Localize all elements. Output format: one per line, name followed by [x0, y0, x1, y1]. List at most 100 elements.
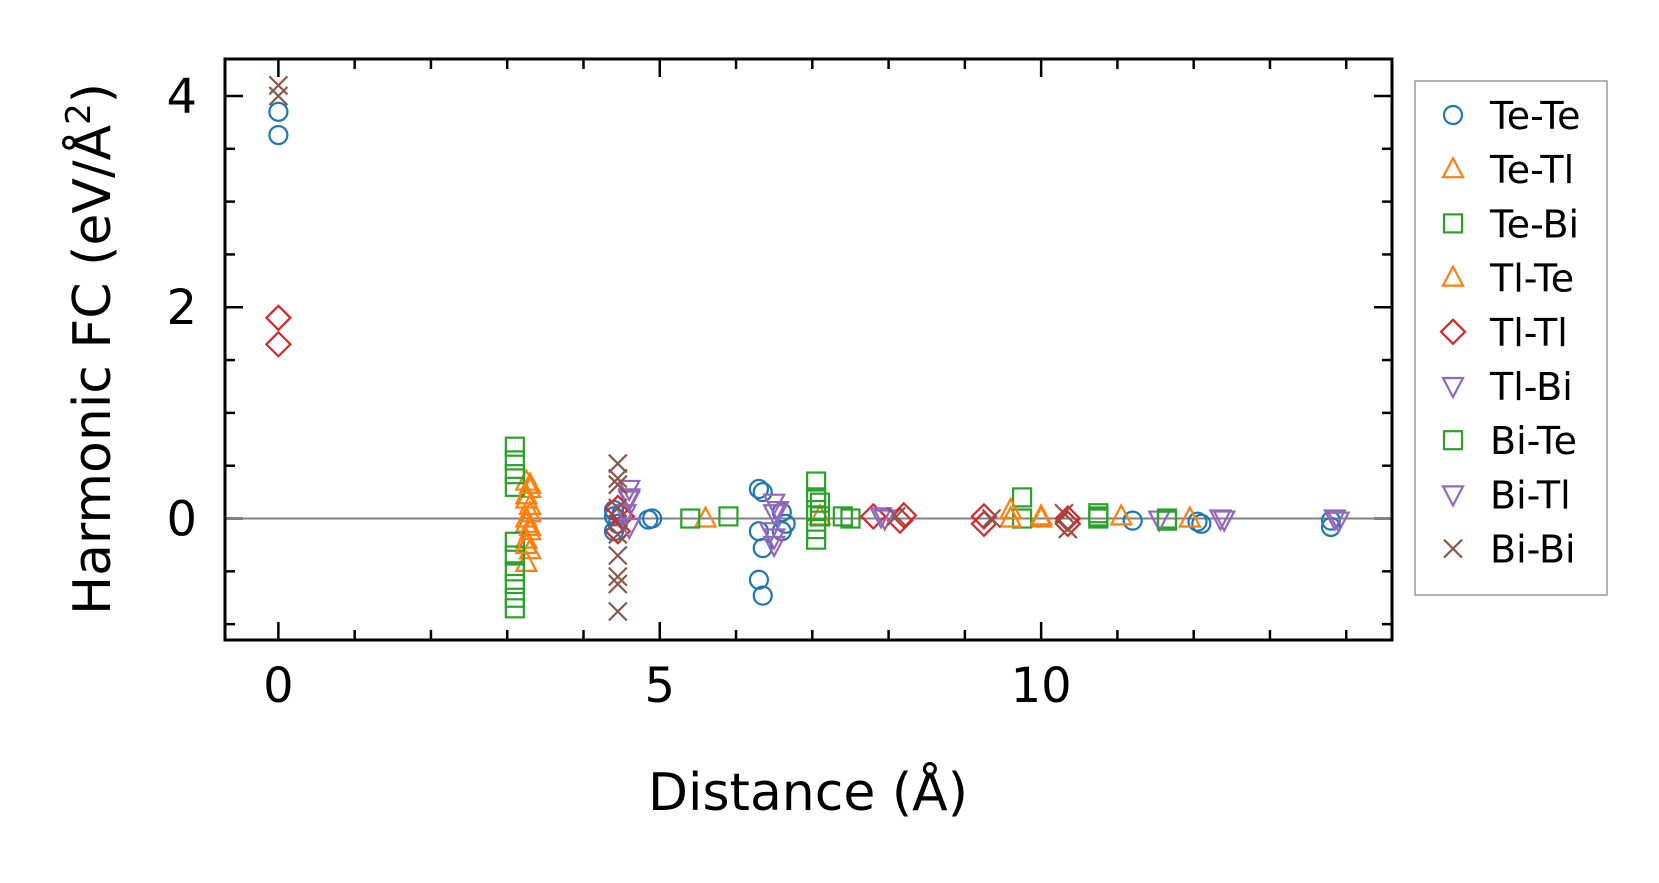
- data-point-te-te: [268, 101, 289, 122]
- legend-marker-bi-te: [1442, 430, 1464, 451]
- data-point-te-tl: [1109, 503, 1134, 526]
- data-point-bi-bi: [608, 601, 628, 622]
- plot-frame: [223, 57, 1394, 642]
- data-point-bi-bi: [608, 566, 628, 587]
- data-point-tl-bi: [613, 504, 638, 527]
- y-tick-label: 4: [166, 69, 197, 125]
- data-point-te-te: [752, 482, 773, 503]
- legend-label-tl-te: Tl-Te: [1489, 257, 1574, 301]
- data-point-bi-te: [840, 508, 861, 529]
- data-point-te-bi: [1011, 487, 1033, 508]
- data-point-tl-tl: [890, 501, 918, 529]
- data-point-tl-tl: [970, 502, 998, 530]
- data-point-bi-tl: [617, 488, 642, 511]
- data-point-bi-te: [809, 492, 831, 513]
- data-point-bi-bi: [1054, 503, 1074, 524]
- legend-marker-bi-bi: [1443, 538, 1463, 559]
- data-point-te-te: [1187, 511, 1208, 532]
- y-tick-labels: 0 2 4: [166, 69, 197, 548]
- legend-label-te-te: Te-Te: [1489, 94, 1581, 138]
- data-point-te-tl: [1178, 505, 1202, 528]
- series-tl-te: [514, 471, 1053, 555]
- y-axis-label: Harmonic FC (eV/Å2): [59, 83, 123, 615]
- y-axis-label-main: Harmonic FC (eV/Å: [61, 124, 123, 615]
- legend-marker-te-bi: [1442, 213, 1464, 234]
- data-point-bi-bi: [608, 468, 628, 489]
- y-axis-label-superscript: 2: [59, 103, 99, 125]
- data-point-te-bi: [504, 587, 525, 608]
- legend-label-tl-tl: Tl-Tl: [1489, 311, 1568, 355]
- data-point-bi-bi: [608, 524, 628, 545]
- data-point-tl-bi: [762, 504, 786, 527]
- data-point-te-bi: [718, 506, 739, 527]
- data-point-te-bi: [504, 464, 525, 485]
- data-point-te-bi: [806, 518, 827, 540]
- legend: Te-Te Te-Tl Te-Bi Tl-Te Tl-Tl Tl-Bi Bi-Te Bi-Tl…: [1414, 80, 1608, 596]
- data-point-tl-te: [1029, 503, 1053, 526]
- data-point-tl-tl: [970, 510, 998, 538]
- data-point-bi-te: [809, 506, 831, 527]
- data-point-bi-bi: [608, 498, 628, 518]
- data-point-tl-te: [514, 531, 539, 555]
- data-point-te-bi: [504, 598, 525, 619]
- legend-label-te-tl: Te-Tl: [1489, 148, 1574, 192]
- data-point-tl-te: [998, 496, 1023, 520]
- legend-label-bi-te: Bi-Te: [1490, 419, 1577, 463]
- data-point-bi-bi: [981, 508, 1002, 529]
- data-point-te-bi: [504, 531, 525, 552]
- data-point-bi-tl: [766, 500, 790, 524]
- data-point-te-bi: [504, 545, 525, 566]
- y-axis-label-end: ): [63, 83, 123, 103]
- legend-label-tl-bi: Tl-Bi: [1489, 365, 1573, 409]
- data-markers: [264, 75, 1351, 622]
- data-point-bi-tl: [869, 507, 893, 530]
- data-point-bi-bi: [268, 75, 289, 96]
- data-point-tl-bi: [1326, 511, 1351, 534]
- data-point-te-bi: [504, 561, 525, 582]
- data-point-tl-bi: [1322, 509, 1347, 532]
- data-point-te-te: [1191, 513, 1212, 534]
- legend-label-bi-bi: Bi-Bi: [1490, 528, 1576, 572]
- data-point-bi-te: [1156, 510, 1178, 531]
- series-bi-te: [809, 492, 1178, 531]
- legend-marker-tl-tl: [1439, 318, 1467, 346]
- data-point-bi-tl: [762, 528, 786, 551]
- data-point-te-bi: [504, 450, 525, 471]
- data-point-te-bi: [680, 508, 701, 529]
- data-point-tl-tl: [264, 330, 292, 358]
- data-point-bi-bi: [608, 574, 628, 594]
- data-point-bi-bi: [268, 86, 289, 106]
- data-point-te-te: [748, 569, 770, 590]
- y-tick-label: 2: [166, 280, 197, 336]
- data-point-te-bi: [504, 573, 525, 595]
- series-te-te: [268, 101, 1342, 606]
- data-point-bi-bi: [608, 545, 628, 566]
- data-point-te-bi: [806, 471, 827, 492]
- legend-marker-tl-te: [1441, 264, 1465, 287]
- data-point-tl-te: [998, 505, 1023, 528]
- legend-label-bi-tl: Bi-Tl: [1490, 473, 1571, 517]
- x-tick-label: 5: [644, 658, 675, 714]
- data-point-tl-te: [518, 513, 542, 537]
- data-point-tl-bi: [762, 535, 786, 559]
- data-point-bi-bi: [1058, 519, 1078, 539]
- data-point-te-te: [642, 508, 663, 529]
- data-point-bi-tl: [1212, 510, 1237, 533]
- data-point-te-te: [748, 478, 770, 500]
- legend-marker-tl-bi: [1441, 376, 1465, 400]
- legend-label-te-bi: Te-Bi: [1489, 202, 1579, 246]
- series-tl-tl: [264, 304, 1082, 545]
- data-point-tl-tl: [859, 502, 887, 530]
- data-point-bi-te: [1088, 506, 1109, 527]
- data-point-te-bi: [504, 436, 525, 457]
- data-point-bi-bi: [608, 453, 628, 474]
- data-point-te-te: [752, 537, 773, 559]
- x-tick-labels: 0 5 10: [263, 658, 1072, 714]
- legend-marker-te-tl: [1441, 155, 1465, 179]
- legend-marker-te-te: [1442, 104, 1464, 126]
- data-point-bi-bi: [886, 506, 906, 527]
- x-axis-label: Distance (Å): [648, 761, 968, 823]
- data-point-te-bi: [832, 506, 853, 527]
- data-point-te-bi: [806, 529, 827, 550]
